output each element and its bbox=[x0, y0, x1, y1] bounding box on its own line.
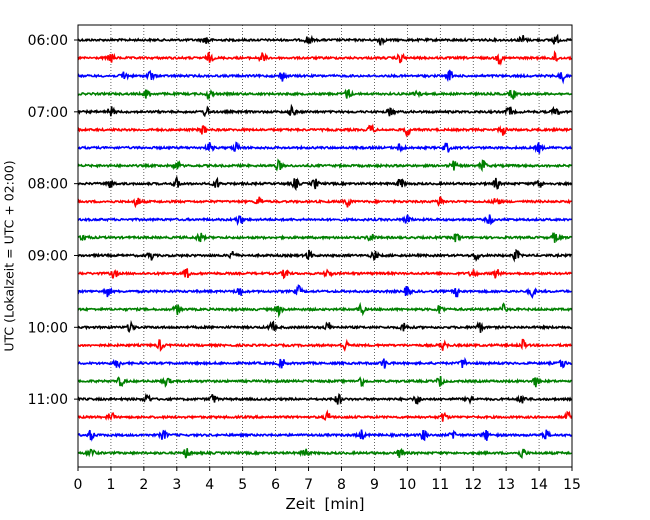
trace-06:45 bbox=[77, 88, 572, 102]
trace-08:30 bbox=[77, 214, 573, 227]
trace-07:00 bbox=[77, 103, 572, 118]
x-tick-label: 4 bbox=[205, 477, 214, 493]
x-tick-label: 2 bbox=[139, 477, 148, 493]
trace-06:15 bbox=[77, 50, 573, 66]
grid-lines bbox=[110, 25, 540, 467]
x-tick-label: 7 bbox=[304, 477, 313, 493]
trace-11:15 bbox=[78, 409, 573, 422]
trace-07:45 bbox=[77, 158, 573, 173]
trace-11:00 bbox=[77, 392, 573, 405]
trace-08:45 bbox=[77, 231, 572, 243]
y-tick-label: 10:00 bbox=[28, 320, 68, 336]
x-tick-label: 12 bbox=[464, 477, 482, 493]
trace-08:00 bbox=[78, 175, 573, 192]
trace-09:30 bbox=[77, 284, 572, 300]
x-tick-label: 0 bbox=[74, 477, 83, 493]
x-tick-label: 9 bbox=[370, 477, 379, 493]
trace-10:30 bbox=[77, 356, 572, 369]
x-tick-label: 3 bbox=[172, 477, 181, 493]
x-tick-label: 8 bbox=[337, 477, 346, 493]
trace-10:45 bbox=[77, 376, 572, 388]
x-axis: 0 1 2 3 4 5 6 7 8 9 10 11 12 13 14 15 bbox=[74, 467, 581, 493]
x-tick-label: 1 bbox=[106, 477, 115, 493]
traces bbox=[77, 33, 573, 460]
plot-frame bbox=[77, 24, 573, 468]
y-tick-label: 08:00 bbox=[28, 177, 68, 193]
trace-09:15 bbox=[77, 268, 572, 280]
trace-08:15 bbox=[77, 196, 572, 209]
x-tick-label: 13 bbox=[497, 477, 515, 493]
trace-11:30 bbox=[77, 429, 573, 442]
trace-10:15 bbox=[77, 338, 573, 353]
y-tick-label: 06:00 bbox=[28, 33, 68, 49]
y-axis: 06:00 07:00 08:00 09:00 10:00 11:00 bbox=[28, 33, 78, 408]
y-axis-label: UTC (Lokalzeit = UTC + 02:00) bbox=[2, 160, 17, 351]
trace-11:45 bbox=[77, 447, 572, 460]
x-tick-label: 14 bbox=[530, 477, 548, 493]
trace-09:00 bbox=[77, 248, 572, 263]
trace-06:30 bbox=[77, 69, 572, 85]
trace-09:45 bbox=[77, 301, 573, 319]
trace-07:30 bbox=[77, 141, 573, 154]
trace-10:00 bbox=[77, 319, 572, 333]
x-tick-label: 10 bbox=[398, 477, 416, 493]
y-tick-label: 09:00 bbox=[28, 248, 68, 264]
x-tick-label: 15 bbox=[563, 477, 581, 493]
y-tick-label: 11:00 bbox=[28, 392, 68, 408]
x-tick-label: 11 bbox=[431, 477, 449, 493]
x-axis-label: Zeit [min] bbox=[285, 495, 364, 513]
x-tick-label: 6 bbox=[271, 477, 280, 493]
trace-07:15 bbox=[77, 123, 572, 138]
y-tick-label: 07:00 bbox=[28, 105, 68, 121]
x-tick-label: 5 bbox=[238, 477, 247, 493]
trace-06:00 bbox=[77, 33, 573, 46]
